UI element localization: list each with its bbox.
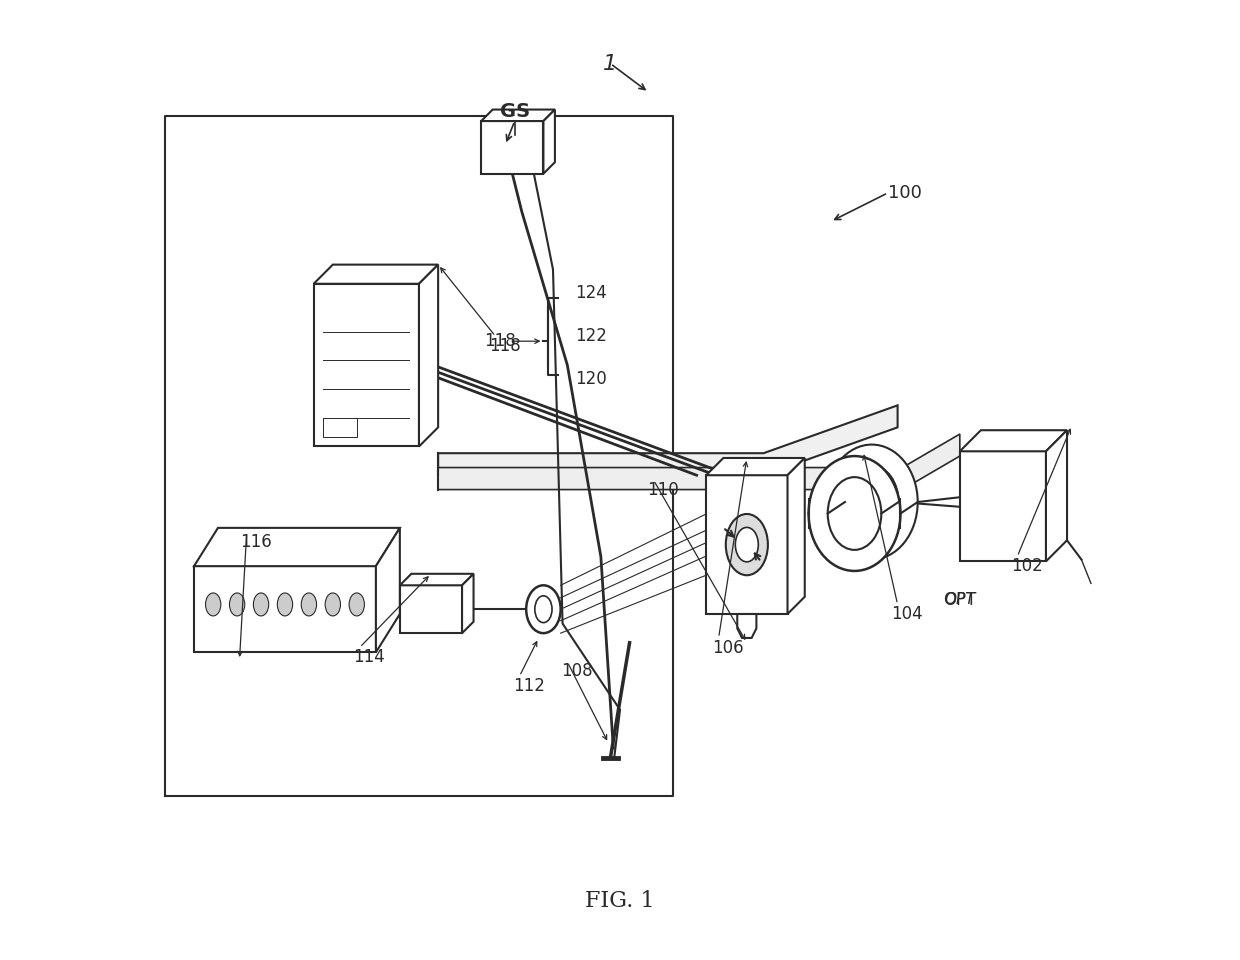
Polygon shape xyxy=(314,265,438,284)
Text: 102: 102 xyxy=(1011,557,1043,575)
Bar xyxy=(324,418,357,437)
Polygon shape xyxy=(314,284,419,446)
Polygon shape xyxy=(376,528,399,652)
Polygon shape xyxy=(463,574,474,634)
Ellipse shape xyxy=(301,593,316,616)
Polygon shape xyxy=(481,121,543,174)
Ellipse shape xyxy=(826,444,918,560)
Text: 118: 118 xyxy=(490,337,521,355)
Ellipse shape xyxy=(229,593,244,616)
Text: 110: 110 xyxy=(647,481,680,498)
Text: 114: 114 xyxy=(353,648,386,666)
Polygon shape xyxy=(399,574,474,586)
Text: FIG. 1: FIG. 1 xyxy=(585,890,655,912)
Ellipse shape xyxy=(350,593,365,616)
Polygon shape xyxy=(438,405,898,475)
Ellipse shape xyxy=(735,527,759,562)
Polygon shape xyxy=(706,458,805,475)
Ellipse shape xyxy=(253,593,269,616)
Polygon shape xyxy=(193,566,376,652)
Ellipse shape xyxy=(808,456,900,571)
Ellipse shape xyxy=(828,477,882,550)
Text: 116: 116 xyxy=(241,533,272,551)
Text: 1: 1 xyxy=(604,54,618,74)
Text: OPT: OPT xyxy=(945,592,975,607)
Text: 104: 104 xyxy=(892,605,923,623)
Ellipse shape xyxy=(325,593,341,616)
Text: GS: GS xyxy=(500,102,529,121)
Text: 108: 108 xyxy=(562,662,593,681)
Polygon shape xyxy=(419,265,438,446)
Ellipse shape xyxy=(844,466,899,539)
Polygon shape xyxy=(738,614,756,638)
Ellipse shape xyxy=(526,586,560,634)
Text: 106: 106 xyxy=(712,638,744,657)
Ellipse shape xyxy=(278,593,293,616)
Text: OPT: OPT xyxy=(944,590,977,609)
Polygon shape xyxy=(193,528,399,566)
Ellipse shape xyxy=(725,514,768,575)
Text: 124: 124 xyxy=(575,284,608,302)
Polygon shape xyxy=(543,109,556,174)
Text: 122: 122 xyxy=(575,327,608,346)
Polygon shape xyxy=(960,430,1068,451)
Polygon shape xyxy=(706,475,787,614)
Text: 118: 118 xyxy=(485,332,516,350)
Polygon shape xyxy=(960,451,1047,562)
Polygon shape xyxy=(787,458,805,614)
Polygon shape xyxy=(438,434,960,490)
Ellipse shape xyxy=(206,593,221,616)
Text: 112: 112 xyxy=(513,677,546,695)
Ellipse shape xyxy=(534,596,552,623)
Text: 100: 100 xyxy=(888,183,921,202)
Polygon shape xyxy=(399,586,463,634)
Polygon shape xyxy=(1047,430,1068,562)
Polygon shape xyxy=(481,109,556,121)
Text: 120: 120 xyxy=(575,371,608,389)
